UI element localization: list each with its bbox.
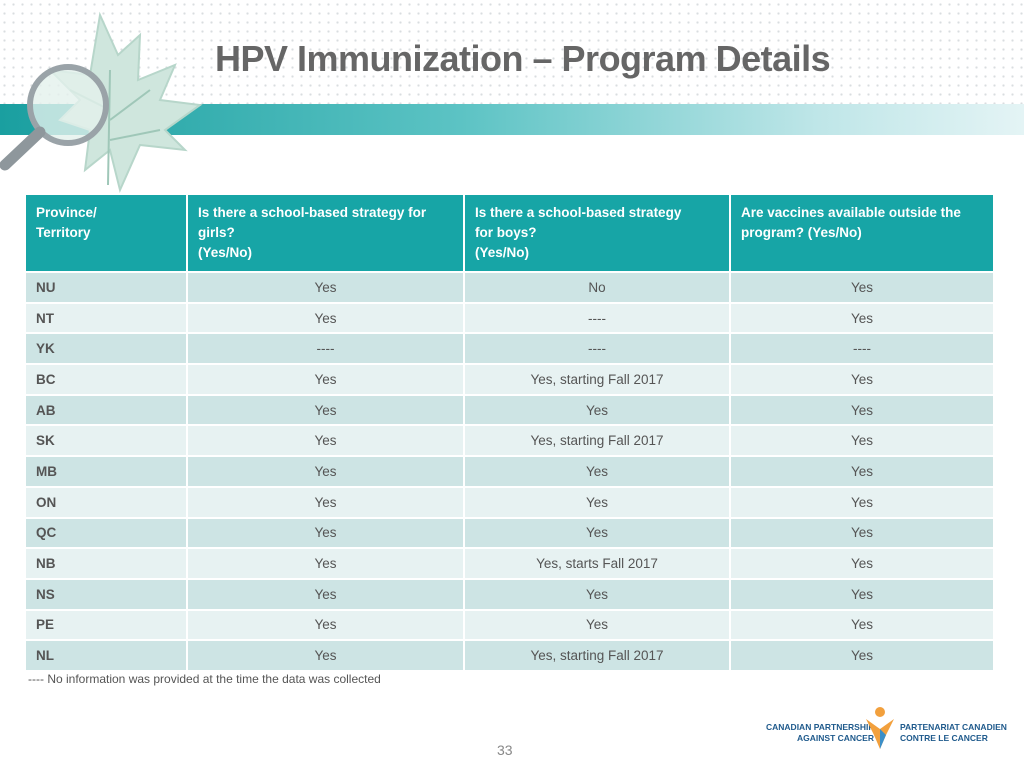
logo-french: PARTENARIAT CANADIEN CONTRE LE CANCER [900, 722, 1007, 743]
table-cell: ---- [465, 303, 729, 333]
column-header: Are vaccines available outside the progr… [731, 195, 993, 271]
table-cell: Yes [731, 457, 993, 486]
logo-english: CANADIAN PARTNERSHIP AGAINST CANCER [766, 722, 874, 743]
province-cell: MB [26, 457, 186, 486]
data-table: Province/ Territory Is there a school-bas… [24, 193, 995, 672]
table-cell: Yes, starting Fall 2017 [465, 641, 729, 670]
logo-icon [866, 707, 894, 749]
table-row: NB Yes Yes, starts Fall 2017 Yes [26, 549, 993, 578]
table-cell: Yes [188, 457, 463, 486]
province-cell: QC [26, 518, 186, 548]
table-cell: Yes [731, 487, 993, 517]
province-cell: NS [26, 579, 186, 609]
table-cell: Yes [188, 518, 463, 548]
table-cell: ---- [465, 334, 729, 364]
table-body: NU Yes No Yes NT Yes ---- Yes YK ---- ---- ---- BC Ye… [26, 273, 993, 670]
province-cell: NU [26, 273, 186, 302]
table-cell: Yes, starts Fall 2017 [465, 549, 729, 578]
table-row: MB Yes Yes Yes [26, 457, 993, 486]
table-cell: Yes [731, 273, 993, 302]
column-header: Is there a school-based strategy for boy… [465, 195, 729, 271]
table-cell: Yes [188, 303, 463, 333]
province-cell: AB [26, 395, 186, 425]
dot-pattern [0, 0, 1024, 110]
table-row: SK Yes Yes, starting Fall 2017 Yes [26, 426, 993, 456]
table-cell: Yes [731, 303, 993, 333]
table-cell: Yes [731, 365, 993, 394]
table-cell: Yes [465, 395, 729, 425]
column-header: Province/ Territory [26, 195, 186, 271]
table-cell: No [465, 273, 729, 302]
leaf-magnifier [0, 11, 203, 194]
header-row: Province/ Territory Is there a school-bas… [26, 195, 993, 271]
table-cell: Yes [731, 579, 993, 609]
table-cell: Yes [731, 426, 993, 456]
table-cell: ---- [731, 334, 993, 364]
table-cell: Yes, starting Fall 2017 [465, 365, 729, 394]
table-cell: Yes [188, 641, 463, 670]
table-row: BC Yes Yes, starting Fall 2017 Yes [26, 365, 993, 394]
page-number: 33 [497, 742, 513, 758]
province-cell: NB [26, 549, 186, 578]
province-cell: BC [26, 365, 186, 394]
table-cell: Yes [188, 365, 463, 394]
table-cell: Yes [465, 487, 729, 517]
province-cell: YK [26, 334, 186, 364]
province-cell: PE [26, 610, 186, 640]
province-cell: NT [26, 303, 186, 333]
table-row: ON Yes Yes Yes [26, 487, 993, 517]
table-cell: Yes [731, 610, 993, 640]
table-cell: Yes [731, 549, 993, 578]
table-cell: Yes, starting Fall 2017 [465, 426, 729, 456]
table-row: NS Yes Yes Yes [26, 579, 993, 609]
table-cell: Yes [465, 579, 729, 609]
table-cell: Yes [465, 518, 729, 548]
table-row: AB Yes Yes Yes [26, 395, 993, 425]
table-cell: Yes [188, 426, 463, 456]
province-cell: SK [26, 426, 186, 456]
table-cell: Yes [188, 273, 463, 302]
table-cell: Yes [188, 395, 463, 425]
table-row: NL Yes Yes, starting Fall 2017 Yes [26, 641, 993, 670]
table-cell: Yes [731, 641, 993, 670]
table-cell: Yes [188, 487, 463, 517]
province-cell: ON [26, 487, 186, 517]
table-cell: Yes [188, 549, 463, 578]
table-cell: Yes [731, 518, 993, 548]
slide-title: HPV Immunization – Program Details [215, 38, 831, 79]
table-cell: Yes [465, 610, 729, 640]
table-row: PE Yes Yes Yes [26, 610, 993, 640]
table-cell: Yes [188, 610, 463, 640]
table-row: NU Yes No Yes [26, 273, 993, 302]
table-cell: ---- [188, 334, 463, 364]
table-cell: Yes [465, 457, 729, 486]
table-row: NT Yes ---- Yes [26, 303, 993, 333]
table-cell: Yes [188, 579, 463, 609]
footnote: ---- No information was provided at the … [28, 672, 381, 686]
table-cell: Yes [731, 395, 993, 425]
table-row: YK ---- ---- ---- [26, 334, 993, 364]
column-header: Is there a school-based strategy for gir… [188, 195, 463, 271]
table-row: QC Yes Yes Yes [26, 518, 993, 548]
province-cell: NL [26, 641, 186, 670]
